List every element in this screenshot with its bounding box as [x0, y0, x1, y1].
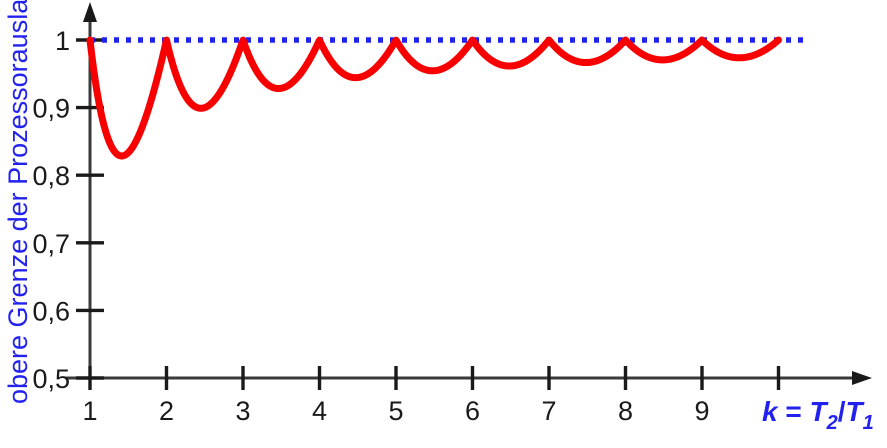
x-axis-title-T2: T	[810, 396, 830, 427]
y-axis-title: obere Grenze der Prozessorauslastung	[3, 0, 33, 404]
x-tick-label-6: 6	[465, 396, 480, 426]
y-tick-label-0-6: 0,6	[32, 296, 70, 326]
x-axis	[66, 371, 872, 385]
x-axis-title: k = T2/T1	[762, 396, 874, 434]
x-axis-title-slash: /	[838, 396, 846, 427]
x-tick-label-3: 3	[235, 396, 250, 426]
y-tick-label-0-7: 0,7	[32, 229, 70, 259]
x-axis-title-sub2: 2	[826, 412, 838, 434]
x-axis-title-T1: T	[846, 396, 866, 427]
svg-text:k = T2/T1: k = T2/T1	[762, 396, 874, 434]
x-axis-title-k: k	[762, 396, 779, 427]
x-tick-label-5: 5	[388, 396, 403, 426]
x-tick-label-9: 9	[694, 396, 709, 426]
y-tick-label-1: 1	[55, 26, 70, 56]
y-tick-label-0-5: 0,5	[32, 364, 70, 394]
x-tick-label-8: 8	[618, 396, 633, 426]
y-tick-label-0-9: 0,9	[32, 94, 70, 124]
y-tick-label-0-8: 0,8	[32, 161, 70, 191]
y-axis-arrow-icon	[83, 2, 97, 22]
x-tick-label-2: 2	[159, 396, 174, 426]
utilization-curve	[86, 36, 782, 160]
x-tick-label-7: 7	[541, 396, 556, 426]
x-tick-marks	[88, 366, 781, 390]
y-axis	[83, 2, 97, 378]
x-tick-label-4: 4	[312, 396, 327, 426]
x-axis-arrow-icon	[852, 371, 872, 385]
x-axis-title-sub1: 1	[863, 412, 874, 434]
x-axis-title-equals: =	[778, 396, 810, 427]
x-tick-label-1: 1	[82, 396, 97, 426]
